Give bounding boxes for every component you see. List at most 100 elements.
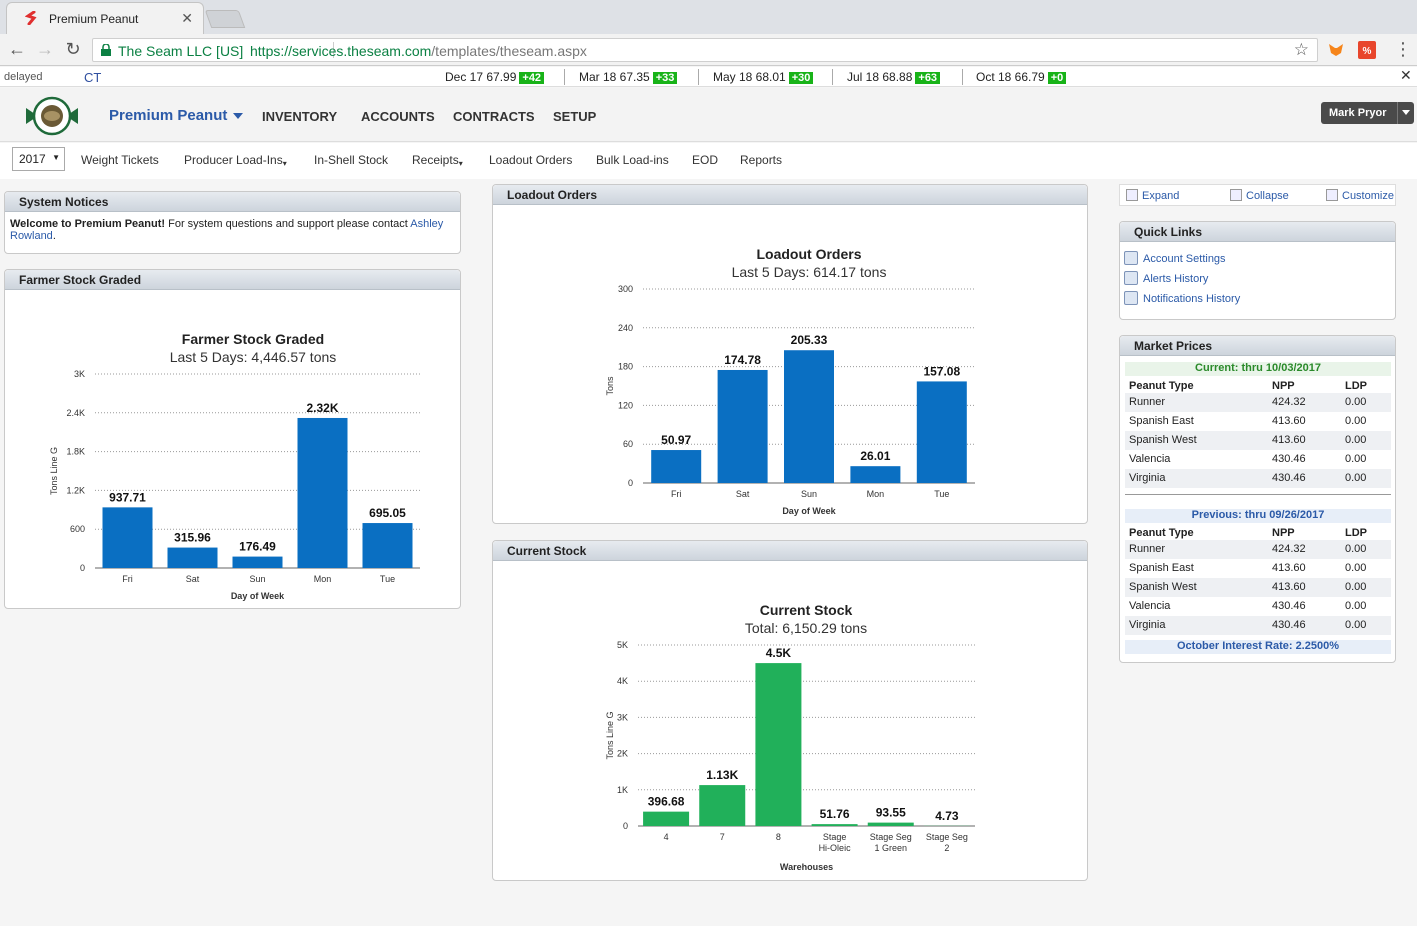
panel-title: Farmer Stock Graded bbox=[5, 270, 460, 290]
chart-title: Current Stock bbox=[760, 602, 853, 618]
forward-arrow-icon[interactable]: → bbox=[36, 39, 54, 59]
price-column-header: Peanut Type bbox=[1129, 380, 1194, 392]
bookmark-star-icon[interactable]: ☆ bbox=[1293, 40, 1309, 59]
support-contact-link[interactable]: Ashley Rowland bbox=[10, 218, 444, 242]
panel-title: System Notices bbox=[5, 192, 460, 212]
current-stock-panel: Current Stock Current Stock Total: 6,150.… bbox=[492, 540, 1088, 881]
y-tick-label: 0 bbox=[80, 563, 85, 573]
chart-bar bbox=[643, 811, 690, 826]
subnav-loadout-orders[interactable]: Loadout Orders bbox=[489, 153, 573, 167]
ticker-quote-label: Jul 18 68.88 bbox=[847, 70, 913, 84]
reload-icon[interactable]: ↻ bbox=[65, 39, 81, 59]
back-arrow-icon[interactable]: ← bbox=[8, 39, 26, 59]
subnav-receipts[interactable]: Receipts▾ bbox=[412, 153, 463, 168]
price-cell: 0.00 bbox=[1345, 562, 1367, 574]
expand-icon bbox=[1126, 189, 1138, 201]
current-prices-heading: Current: thru 10/03/2017 bbox=[1125, 362, 1391, 376]
notice-body: For system questions and support please … bbox=[165, 218, 411, 230]
market-prices-panel: Market Prices Current: thru 10/03/2017 P… bbox=[1119, 335, 1396, 663]
ticker-divider bbox=[698, 69, 699, 85]
subnav-bulk-load-ins[interactable]: Bulk Load-ins bbox=[596, 153, 669, 167]
subnav-in-shell-stock[interactable]: In-Shell Stock bbox=[314, 153, 389, 167]
premium-peanut-logo[interactable] bbox=[24, 96, 80, 136]
price-table-row: Spanish East 413.60 0.00 bbox=[1125, 559, 1391, 578]
panel-title: Market Prices bbox=[1120, 336, 1395, 356]
notifications-history-link[interactable]: Notifications History bbox=[1124, 291, 1240, 305]
bar-value-label: 51.76 bbox=[820, 807, 850, 821]
notice-end: . bbox=[52, 230, 56, 242]
lock-icon bbox=[101, 44, 111, 56]
x-tick-label: Mon bbox=[314, 574, 332, 584]
customize-label: Customize bbox=[1342, 190, 1394, 202]
price-cell: 0.00 bbox=[1345, 600, 1367, 612]
chevron-down-icon[interactable] bbox=[1397, 102, 1414, 124]
browser-menu-icon[interactable]: ⋮ bbox=[1394, 39, 1412, 59]
y-tick-label: 4K bbox=[617, 676, 628, 686]
panel-title: Loadout Orders bbox=[493, 185, 1087, 205]
x-tick-label: 2 bbox=[944, 843, 949, 853]
nav-accounts[interactable]: ACCOUNTS bbox=[361, 109, 435, 124]
user-menu-button[interactable]: Mark Pryor bbox=[1321, 102, 1414, 124]
y-tick-label: 120 bbox=[618, 400, 633, 410]
y-axis-label: Tons Line G bbox=[605, 711, 615, 759]
y-tick-label: 5K bbox=[617, 640, 628, 650]
new-tab-button[interactable] bbox=[204, 10, 246, 28]
price-table-row: Runner 424.32 0.00 bbox=[1125, 540, 1391, 559]
account-settings-link[interactable]: Account Settings bbox=[1124, 251, 1226, 265]
price-cell: Spanish East bbox=[1129, 415, 1194, 427]
customize-button[interactable]: Customize bbox=[1326, 189, 1394, 202]
y-tick-label: 1K bbox=[617, 785, 628, 795]
subnav-producer-load-ins[interactable]: Producer Load-Ins▾ bbox=[184, 153, 287, 168]
customize-icon bbox=[1326, 189, 1338, 201]
bar-value-label: 695.05 bbox=[369, 506, 406, 520]
x-tick-label: Fri bbox=[122, 574, 133, 584]
price-cell: Runner bbox=[1129, 543, 1166, 555]
alerts-history-link[interactable]: Alerts History bbox=[1124, 271, 1208, 285]
tab-title: Premium Peanut bbox=[49, 12, 139, 26]
x-tick-label: Stage Seg bbox=[926, 832, 968, 842]
bar-value-label: 4.73 bbox=[935, 809, 959, 823]
svg-text:%: % bbox=[1363, 46, 1372, 57]
y-tick-label: 2.4K bbox=[66, 408, 85, 418]
price-cell: Spanish West bbox=[1129, 581, 1197, 593]
expand-button[interactable]: Expand bbox=[1126, 189, 1179, 202]
y-tick-label: 2K bbox=[617, 749, 628, 759]
nav-contracts[interactable]: CONTRACTS bbox=[453, 109, 535, 124]
address-bar[interactable]: The Seam LLC [US] https://services.these… bbox=[92, 38, 1318, 62]
x-tick-label: Sat bbox=[736, 489, 750, 499]
nav-inventory[interactable]: INVENTORY bbox=[262, 109, 338, 124]
collapse-button[interactable]: Collapse bbox=[1230, 189, 1289, 202]
price-table-row: Spanish East 413.60 0.00 bbox=[1125, 412, 1391, 431]
browser-tab[interactable]: Premium Peanut ✕ bbox=[6, 2, 204, 34]
year-select[interactable]: 2017 bbox=[12, 147, 65, 171]
notice-welcome: Welcome to Premium Peanut! bbox=[10, 218, 166, 230]
ticker-unit[interactable]: CT bbox=[84, 70, 102, 85]
bar-value-label: 1.13K bbox=[706, 768, 738, 782]
y-tick-label: 600 bbox=[70, 524, 85, 534]
metamask-extension-icon[interactable] bbox=[1327, 41, 1345, 59]
x-tick-label: Sun bbox=[249, 574, 265, 584]
price-cell: 413.60 bbox=[1272, 562, 1306, 574]
ticker-quote-change: +0 bbox=[1047, 72, 1067, 84]
subnav-weight-tickets[interactable]: Weight Tickets bbox=[81, 153, 159, 167]
ticker-close-icon[interactable]: ✕ bbox=[1400, 67, 1412, 83]
subnav-eod[interactable]: EOD bbox=[692, 153, 719, 167]
y-tick-label: 240 bbox=[618, 323, 633, 333]
extension-icon[interactable]: % bbox=[1358, 41, 1376, 59]
bar-value-label: 176.49 bbox=[239, 540, 276, 554]
brand-menu[interactable]: Premium Peanut bbox=[109, 107, 244, 124]
url-text[interactable]: https://services.theseam.com/templates/t… bbox=[250, 43, 587, 59]
chart-bar bbox=[867, 822, 914, 826]
y-tick-label: 1.8K bbox=[66, 447, 85, 457]
x-tick-label: Fri bbox=[671, 489, 682, 499]
nav-setup[interactable]: SETUP bbox=[553, 109, 597, 124]
futures-ticker: delayed CT Dec 17 67.99 +42 Mar 18 67.35 +… bbox=[0, 67, 1417, 87]
subnav-reports[interactable]: Reports bbox=[740, 153, 783, 167]
bar-value-label: 396.68 bbox=[648, 795, 685, 809]
dropdown-caret-icon: ▾ bbox=[458, 159, 463, 168]
notice-text: Welcome to Premium Peanut! For system qu… bbox=[5, 212, 460, 242]
price-cell: Valencia bbox=[1129, 453, 1171, 465]
x-axis-label: Warehouses bbox=[780, 862, 833, 872]
tab-close-icon[interactable]: ✕ bbox=[181, 10, 193, 26]
price-cell: 0.00 bbox=[1345, 619, 1367, 631]
